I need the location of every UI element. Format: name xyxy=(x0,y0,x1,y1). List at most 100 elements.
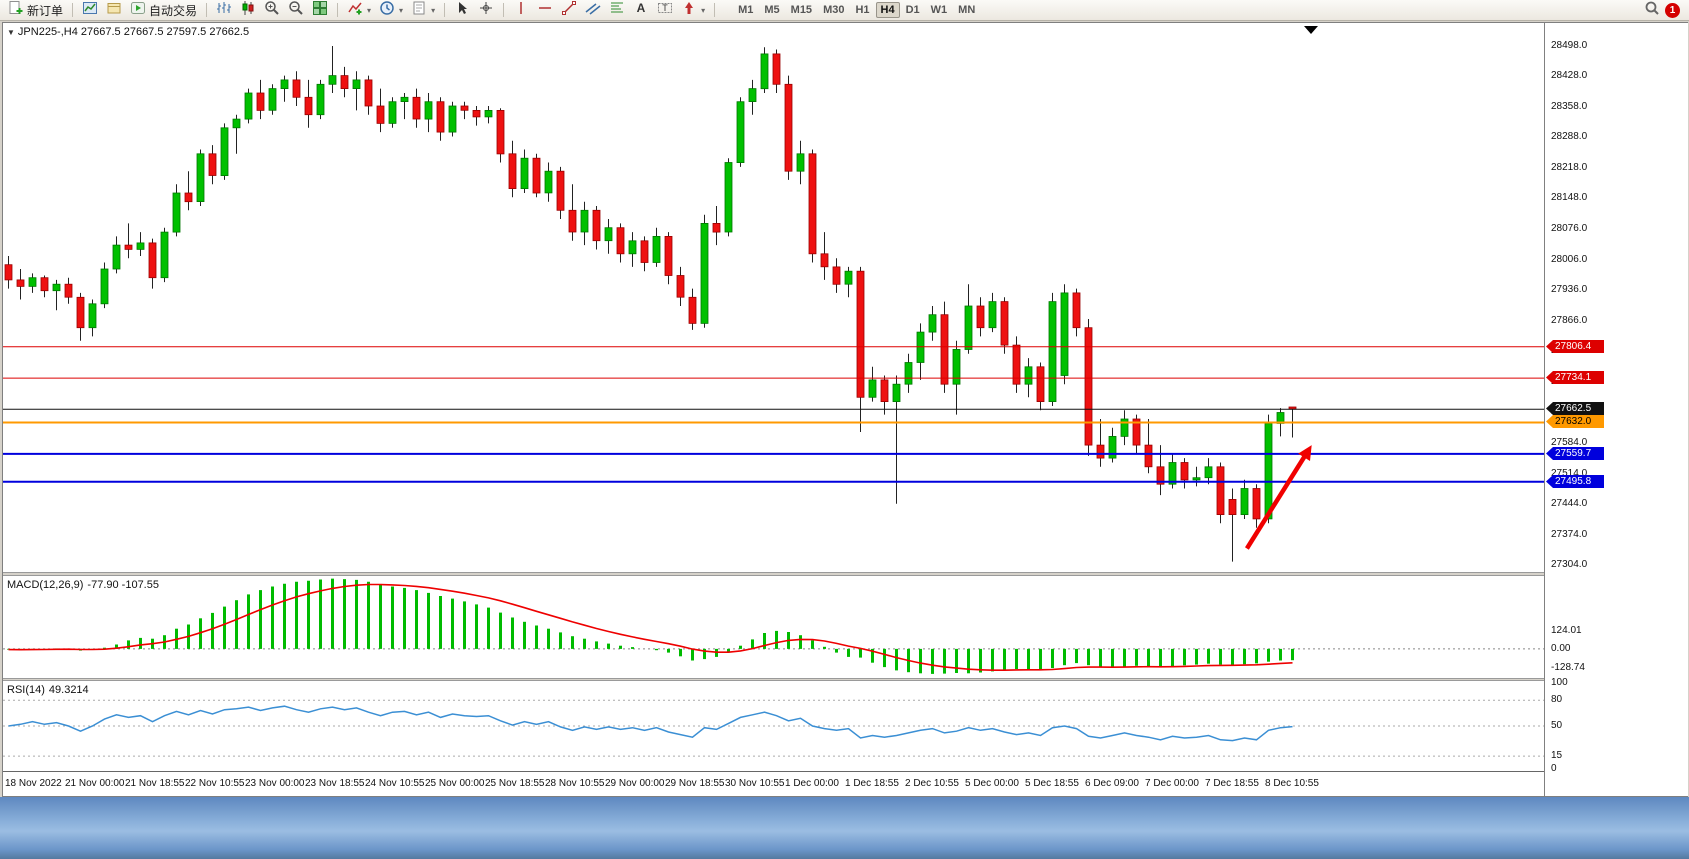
panel-separator[interactable] xyxy=(3,678,1687,681)
new-chart-button[interactable] xyxy=(79,1,101,20)
macd-axis-label: 124.01 xyxy=(1551,625,1582,636)
price-tick: 27514.0 xyxy=(1551,468,1588,479)
text-icon: A xyxy=(633,0,649,21)
zoom-out-button[interactable] xyxy=(285,0,307,20)
chart-title: ▼ JPN225-,H4 27667.5 27667.5 27597.5 2766… xyxy=(7,26,249,38)
chevron-down-icon: ▾ xyxy=(431,5,436,15)
symbol-ohlc-readout: JPN225-,H4 27667.5 27667.5 27597.5 27662… xyxy=(17,26,250,38)
autotrade-button[interactable]: 自动交易 xyxy=(127,1,200,20)
time-label: 29 Nov 18:55 xyxy=(665,778,725,789)
arrow-icon xyxy=(681,0,697,21)
ohlc-bars-icon xyxy=(216,0,232,21)
macd-indicator-label: MACD(12,26,9) -77.90 -107.55 xyxy=(7,579,159,591)
indicators-icon xyxy=(347,0,363,21)
chart-window: ▼ JPN225-,H4 27667.5 27667.5 27597.5 2766… xyxy=(2,22,1688,797)
rsi-panel[interactable] xyxy=(3,681,1544,771)
profiles-button[interactable] xyxy=(103,1,125,20)
label-button[interactable]: T xyxy=(654,1,676,20)
fibonacci-icon xyxy=(609,0,625,21)
price-tick: 28076.0 xyxy=(1551,223,1588,234)
price-tick: 27584.0 xyxy=(1551,437,1588,448)
vertical-line-button[interactable] xyxy=(510,1,532,20)
toolbar-separator xyxy=(206,3,208,17)
candle-chart-button[interactable] xyxy=(237,0,259,21)
main-price-chart[interactable] xyxy=(3,23,1544,572)
one-click-trading-toggle-icon[interactable]: ▼ xyxy=(7,28,15,37)
tile-windows-icon xyxy=(312,0,328,21)
price-axis[interactable]: 28498.0 28428.0 28358.0 28288.0 28218.0 28148… xyxy=(1544,23,1688,796)
rsi-axis-label: 15 xyxy=(1551,750,1563,761)
channel-button[interactable] xyxy=(582,1,604,20)
timeframe-d1[interactable]: D1 xyxy=(905,4,920,16)
time-label: 28 Nov 10:55 xyxy=(545,778,605,789)
timeframe-m1[interactable]: M1 xyxy=(738,4,754,16)
price-tick: 28288.0 xyxy=(1551,131,1588,142)
price-tick: 28218.0 xyxy=(1551,162,1588,173)
crosshair-button[interactable] xyxy=(475,1,497,20)
periods-button[interactable]: ▾ xyxy=(376,0,406,20)
svg-text:T: T xyxy=(662,3,668,13)
candles xyxy=(4,46,1297,562)
rsi-axis-label: 0 xyxy=(1551,763,1557,774)
timeframe-w1[interactable]: W1 xyxy=(930,4,948,16)
search-button[interactable] xyxy=(1641,1,1663,20)
macd-panel[interactable] xyxy=(3,576,1544,678)
desktop-background xyxy=(0,797,1689,859)
svg-text:A: A xyxy=(637,1,646,15)
chevron-down-icon: ▾ xyxy=(399,5,404,15)
timeframe-m30[interactable]: M30 xyxy=(823,4,845,16)
time-label: 23 Nov 18:55 xyxy=(305,778,365,789)
price-badge: 27632.0 xyxy=(1546,415,1604,428)
time-label: 1 Dec 00:00 xyxy=(785,778,839,789)
bar-chart-button[interactable] xyxy=(213,1,235,20)
price-tick: 28148.0 xyxy=(1551,192,1588,203)
timeframe-bar: M1 M5 M15 M30 H1 H4 D1 W1 MN xyxy=(733,2,980,18)
vertical-line-icon xyxy=(513,0,529,21)
price-tick: 28006.0 xyxy=(1551,254,1588,265)
new-order-button[interactable]: 新订单 xyxy=(5,0,66,20)
label-icon: T xyxy=(657,0,673,21)
timeframe-h1[interactable]: H1 xyxy=(855,4,870,16)
price-tick: 28358.0 xyxy=(1551,101,1588,112)
cursor-button[interactable] xyxy=(451,1,473,20)
crosshair-icon xyxy=(478,0,494,21)
trendline-button[interactable] xyxy=(558,0,580,20)
trend-arrow-head xyxy=(1298,445,1312,461)
toolbar-separator xyxy=(714,3,716,17)
time-label: 5 Dec 00:00 xyxy=(965,778,1019,789)
timeframe-h4[interactable]: H4 xyxy=(875,2,900,18)
price-badge: 27734.1 xyxy=(1546,371,1604,384)
panel-separator[interactable] xyxy=(3,572,1687,576)
indicators-button[interactable]: ▾ xyxy=(344,1,374,20)
chart-shift-marker xyxy=(1304,26,1318,34)
price-tick: 27866.0 xyxy=(1551,315,1588,326)
candlestick-icon xyxy=(240,0,256,21)
timeframe-m5[interactable]: M5 xyxy=(764,4,780,16)
time-label: 7 Dec 00:00 xyxy=(1145,778,1199,789)
price-badge: 27495.8 xyxy=(1546,475,1604,488)
rsi-axis-label: 100 xyxy=(1551,677,1568,688)
time-axis[interactable]: 18 Nov 2022 21 Nov 00:00 21 Nov 18:55 22 No… xyxy=(3,771,1544,796)
fibonacci-button[interactable] xyxy=(606,1,628,20)
time-label: 23 Nov 00:00 xyxy=(245,778,305,789)
text-button[interactable]: A xyxy=(630,1,652,20)
time-label: 30 Nov 10:55 xyxy=(725,778,785,789)
channel-icon xyxy=(585,0,601,21)
arrows-button[interactable]: ▾ xyxy=(678,1,708,20)
horizontal-line-button[interactable] xyxy=(534,1,556,20)
templates-button[interactable]: ▾ xyxy=(408,1,438,20)
zoom-in-button[interactable] xyxy=(261,0,283,20)
time-label: 22 Nov 10:55 xyxy=(185,778,245,789)
tile-windows-button[interactable] xyxy=(309,0,331,21)
price-tick: 28428.0 xyxy=(1551,70,1588,81)
horizontal-line-icon xyxy=(537,0,553,21)
price-badge: 27559.7 xyxy=(1546,447,1604,460)
timeframe-mn[interactable]: MN xyxy=(958,4,976,16)
autotrade-icon xyxy=(130,0,146,21)
timeframe-m15[interactable]: M15 xyxy=(790,4,813,16)
price-tick: 27374.0 xyxy=(1551,529,1588,540)
rsi-indicator-label: RSI(14) 49.3214 xyxy=(7,684,89,696)
notification-badge[interactable]: 1 xyxy=(1665,2,1680,18)
toolbar: 新订单 自动交易 ▾ xyxy=(0,0,1689,21)
chevron-down-icon: ▾ xyxy=(367,5,372,15)
